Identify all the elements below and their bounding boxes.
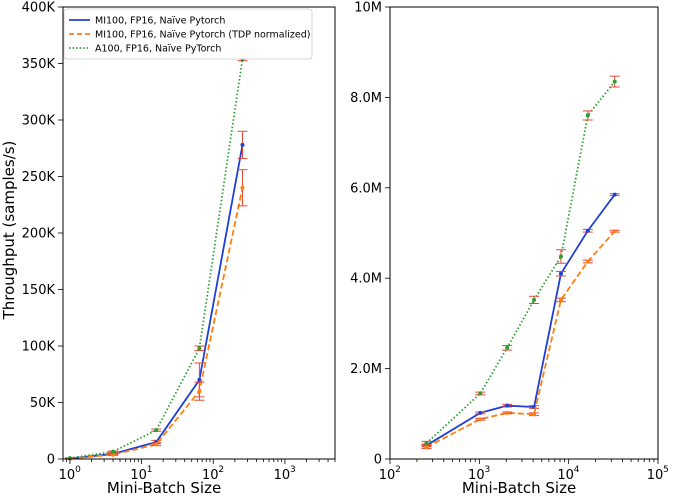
left-data-point-mi100 bbox=[240, 142, 245, 147]
left-y-tick-label: 100K bbox=[22, 340, 56, 355]
left-y-tick-label: 300K bbox=[22, 114, 56, 129]
left-x-tick-exponent: 0 bbox=[75, 465, 81, 475]
right-x-tick-label: 10 bbox=[379, 468, 396, 483]
legend-label-mi100-tdp: MI100, FP16, Naïve Pytorch (TDP normaliz… bbox=[95, 30, 310, 41]
left-x-tick-label: 10 bbox=[274, 468, 291, 483]
right-y-tick-label: 2.0M bbox=[350, 362, 382, 377]
left-axes: 10 0 10 1 10 2 10 3050K100K150K200K250K300K350K… bbox=[22, 1, 336, 483]
left-x-axis-label: Mini-Batch Size bbox=[107, 479, 221, 497]
left-series-layer bbox=[64, 56, 248, 461]
right-x-tick-exponent: 5 bbox=[663, 465, 669, 475]
legend-label-a100: A100, FP16, Naïve PyTorch bbox=[95, 44, 221, 55]
left-x-tick-exponent: 1 bbox=[147, 465, 153, 475]
right-data-point-mi100 bbox=[505, 403, 510, 408]
left-x-tick-label: 10 bbox=[59, 468, 76, 483]
right-data-point-a100 bbox=[505, 345, 510, 350]
left-x-tick-label: 10 bbox=[202, 468, 219, 483]
right-y-tick-label: 0 bbox=[374, 453, 382, 468]
left-series-line-a100 bbox=[69, 58, 244, 459]
right-series-layer bbox=[421, 75, 620, 450]
legend-box bbox=[63, 8, 313, 60]
left-x-tick-label: 10 bbox=[130, 468, 147, 483]
left-y-tick-label: 400K bbox=[22, 1, 56, 16]
right-x-tick-exponent: 4 bbox=[574, 465, 580, 475]
right-data-point-mi100_tdp bbox=[532, 412, 537, 417]
right-data-point-a100 bbox=[424, 441, 429, 446]
right-x-tick-exponent: 3 bbox=[484, 465, 490, 475]
left-x-tick-exponent: 3 bbox=[290, 465, 296, 475]
right-x-tick-label: 10 bbox=[468, 468, 485, 483]
right-y-tick-label: 4.0M bbox=[350, 272, 382, 287]
right-data-point-a100 bbox=[532, 297, 537, 302]
left-y-tick-label: 150K bbox=[22, 283, 56, 298]
left-x-tick-exponent: 2 bbox=[218, 465, 224, 475]
right-data-point-mi100_tdp bbox=[424, 445, 429, 450]
right-data-point-mi100_tdp bbox=[558, 297, 563, 302]
right-data-point-mi100_tdp bbox=[478, 417, 483, 422]
left-y-tick-label: 250K bbox=[22, 170, 56, 185]
left-series-line-mi100_tdp bbox=[69, 187, 244, 460]
left-data-point-mi100_tdp bbox=[154, 442, 159, 447]
right-data-point-mi100 bbox=[585, 228, 590, 233]
left-chart-panel: 10 0 10 1 10 2 10 3050K100K150K200K250K300K350K… bbox=[0, 1, 336, 497]
right-data-point-a100 bbox=[478, 391, 483, 396]
right-x-axis-label: Mini-Batch Size bbox=[462, 479, 576, 497]
left-data-point-mi100 bbox=[197, 377, 202, 382]
right-data-point-mi100_tdp bbox=[612, 229, 617, 234]
left-y-axis-label: Throughput (samples/s) bbox=[0, 141, 18, 321]
legend: MI100, FP16, Naïve Pytorch MI100, FP16, … bbox=[63, 8, 313, 60]
left-data-point-mi100_tdp bbox=[240, 185, 245, 190]
right-data-point-mi100 bbox=[558, 271, 563, 276]
right-x-tick-exponent: 2 bbox=[395, 465, 401, 475]
left-y-tick-label: 200K bbox=[22, 227, 56, 242]
right-x-tick-label: 10 bbox=[647, 468, 664, 483]
left-y-tick-label: 0 bbox=[47, 453, 55, 468]
right-y-tick-label: 10M bbox=[354, 1, 382, 16]
left-data-point-a100 bbox=[154, 428, 159, 433]
right-data-point-a100 bbox=[558, 254, 563, 259]
left-y-tick-label: 50K bbox=[30, 396, 56, 411]
left-data-point-mi100_tdp bbox=[197, 389, 202, 394]
left-data-point-a100 bbox=[197, 346, 202, 351]
left-y-tick-label: 350K bbox=[22, 57, 56, 72]
right-data-point-mi100 bbox=[478, 410, 483, 415]
right-data-point-a100 bbox=[612, 79, 617, 84]
right-y-tick-label: 8.0M bbox=[350, 91, 382, 106]
left-data-point-mi100_tdp bbox=[111, 452, 116, 457]
right-plot-frame bbox=[389, 6, 659, 460]
left-data-point-a100 bbox=[111, 449, 116, 454]
right-x-tick-label: 10 bbox=[557, 468, 574, 483]
right-y-tick-label: 6.0M bbox=[350, 181, 382, 196]
right-data-point-mi100_tdp bbox=[505, 410, 510, 415]
legend-label-mi100: MI100, FP16, Naïve Pytorch bbox=[95, 16, 225, 27]
right-data-point-a100 bbox=[585, 113, 590, 118]
right-data-point-mi100 bbox=[612, 192, 617, 197]
right-data-point-mi100_tdp bbox=[585, 259, 590, 264]
